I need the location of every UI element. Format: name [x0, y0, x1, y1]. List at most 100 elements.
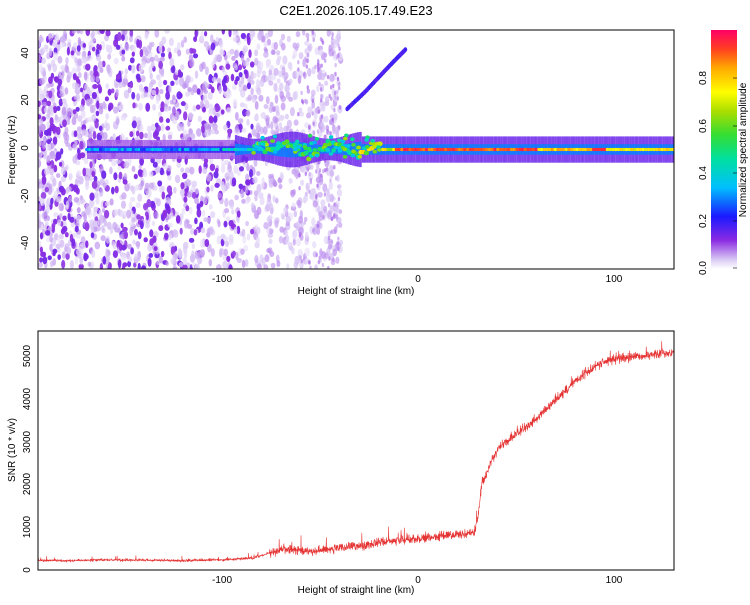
spectrogram-noise-cell — [323, 134, 326, 139]
spectrogram-noise-cell — [253, 115, 259, 122]
spectrogram-noise-cell — [184, 167, 190, 174]
spectrogram-noise-cell — [42, 228, 46, 235]
spectrogram-noise-cell — [118, 81, 123, 89]
snr-y-ticks: 0 1000 2000 3000 4000 5000 — [22, 344, 33, 572]
spectrogram-noise-cell — [330, 229, 333, 235]
spectrogram-core-cell — [276, 146, 281, 150]
spectrogram-noise-cell — [182, 264, 188, 269]
spectrogram-noise-cell — [211, 61, 215, 69]
spectrogram-core-cell — [314, 137, 320, 141]
spectrogram-noise-cell — [273, 67, 279, 76]
spectrogram-noise-cell — [65, 65, 70, 74]
spectrogram-noise-cell — [165, 125, 171, 131]
spectrogram-noise-cell — [99, 187, 104, 197]
spectrogram-noise-cell — [65, 200, 70, 210]
spectrogram-noise-cell — [278, 122, 283, 129]
spectrogram-noise-cell — [336, 89, 339, 95]
spectrogram-noise-cell — [323, 235, 329, 245]
spectrogram-noise-cell — [223, 248, 228, 257]
spectrogram-noise-cell — [320, 94, 323, 99]
spectrogram-noise-cell — [318, 255, 321, 261]
spectrogram-noise-cell — [256, 132, 260, 140]
spectrogram-noise-cell — [295, 31, 301, 38]
spectrogram-core-cell — [257, 141, 262, 146]
spectrogram-noise-cell — [160, 52, 165, 58]
spectrogram-noise-cell — [51, 223, 56, 229]
spectrogram-noise-cell — [297, 112, 300, 117]
snr-x-tick: 0 — [415, 575, 421, 586]
spectrogram-noise-cell — [335, 256, 340, 264]
spectrogram-noise-cell — [304, 98, 307, 104]
spectrogram-noise-cell — [146, 45, 152, 54]
spectrogram-noise-cell — [128, 64, 132, 71]
spectrogram-noise-cell — [274, 94, 279, 104]
spectrogram-noise-cell — [55, 243, 61, 249]
spectrogram-noise-cell — [191, 250, 195, 259]
spectrogram-noise-cell — [214, 182, 220, 188]
spectrogram-noise-cell — [83, 57, 87, 64]
spectrogram-core-cell — [537, 147, 541, 152]
spectrogram-noise-cell — [46, 142, 52, 152]
spectrogram-core-cell — [589, 147, 593, 152]
spectrogram-noise-cell — [290, 190, 295, 198]
spectrogram-noise-cell — [194, 217, 198, 225]
spectrogram-noise-cell — [168, 37, 174, 47]
spectrogram-noise-cell — [192, 105, 197, 112]
spectrogram-core-cell — [575, 147, 580, 152]
spectrogram-core-cell — [175, 147, 180, 152]
spectrogram-noise-cell — [64, 243, 70, 249]
spectrogram-core-cell — [264, 142, 269, 147]
spectrogram-noise-cell — [319, 122, 324, 128]
spectrogram-noise-cell — [196, 128, 202, 137]
spectrogram-noise-cell — [312, 200, 318, 208]
spectrogram-noise-cell — [332, 248, 338, 257]
spectrogram-core-cell — [346, 144, 351, 148]
spectrogram-noise-cell — [159, 167, 164, 176]
spectrogram-noise-cell — [137, 120, 142, 127]
spectrogram-noise-cell — [289, 107, 295, 117]
spectrogram-noise-cell — [42, 256, 48, 265]
spectrogram-noise-cell — [59, 85, 65, 94]
spectrogram-noise-cell — [314, 264, 318, 269]
spectrogram-band-cell — [303, 142, 306, 157]
spectrogram-noise-cell — [147, 85, 153, 94]
spectrogram-core-cell — [96, 147, 100, 152]
spectrogram-noise-cell — [134, 228, 138, 236]
spectrogram-noise-cell — [337, 43, 340, 49]
spectrogram-noise-cell — [45, 221, 49, 226]
snr-x-tick: 100 — [606, 575, 623, 586]
spectrogram-noise-cell — [254, 57, 259, 66]
spectrogram-noise-cell — [149, 229, 154, 238]
spectrogram-noise-cell — [190, 133, 196, 140]
spectrogram-noise-cell — [334, 207, 340, 213]
spectrogram-core-cell — [504, 147, 508, 152]
spectrogram-noise-cell — [66, 46, 70, 56]
spectrogram-noise-cell — [293, 261, 299, 269]
spectrogram-noise-cell — [56, 126, 61, 136]
spectrogram-core-cell — [476, 147, 481, 152]
spectrogram-noise-cell — [299, 209, 303, 219]
spectrogram-core-cell — [583, 147, 588, 152]
snr-x-label: Height of straight line (km) — [298, 585, 415, 596]
spectrogram-noise-cell — [239, 102, 245, 108]
spectrogram-noise-cell — [51, 96, 56, 105]
spectrogram-core-cell — [343, 136, 348, 141]
spectrogram-noise-cell — [335, 176, 338, 181]
spectrogram-noise-cell — [240, 32, 246, 40]
spectrogram-noise-cell — [131, 165, 136, 172]
spectrogram-core-cell — [224, 147, 229, 152]
spectrogram-noise-cell — [264, 254, 270, 263]
spectrogram-noise-cell — [121, 49, 126, 55]
spectrogram-noise-cell — [298, 111, 305, 117]
spectrogram-noise-cell — [61, 166, 66, 176]
spectrogram-noise-cell — [285, 215, 291, 224]
spectrogram-noise-cell — [82, 167, 87, 177]
spectrogram-noise-cell — [47, 255, 52, 261]
spectrogram-noise-cell — [72, 109, 77, 115]
spectrogram-noise-cell — [245, 110, 251, 117]
spectrogram-noise-cell — [39, 197, 45, 207]
spectrogram-noise-cell — [242, 47, 247, 55]
spectrogram-core-cell — [363, 150, 369, 156]
spectrogram-noise-cell — [112, 250, 118, 258]
spectrogram-core-cell — [479, 147, 484, 152]
